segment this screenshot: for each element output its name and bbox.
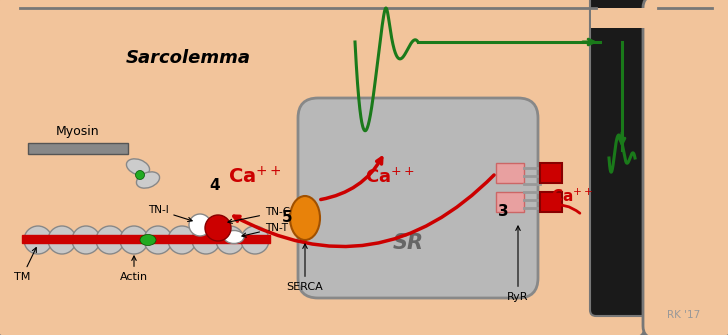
Ellipse shape bbox=[136, 172, 159, 188]
Text: TN-I: TN-I bbox=[148, 205, 192, 221]
Circle shape bbox=[24, 226, 52, 254]
FancyBboxPatch shape bbox=[298, 98, 538, 298]
Bar bbox=[496, 192, 524, 212]
Circle shape bbox=[168, 226, 196, 254]
Text: TM: TM bbox=[14, 248, 36, 282]
Circle shape bbox=[189, 214, 211, 236]
Ellipse shape bbox=[127, 159, 149, 175]
Text: Ca$^{++}$: Ca$^{++}$ bbox=[365, 168, 415, 187]
FancyBboxPatch shape bbox=[0, 0, 645, 335]
Text: Ca$^{++}$: Ca$^{++}$ bbox=[228, 166, 282, 188]
Text: TN-C: TN-C bbox=[228, 207, 290, 223]
Text: Myosin: Myosin bbox=[56, 125, 100, 138]
Circle shape bbox=[135, 171, 144, 180]
Bar bbox=[540, 192, 562, 212]
Bar bbox=[28, 143, 128, 154]
Circle shape bbox=[96, 226, 124, 254]
FancyBboxPatch shape bbox=[590, 0, 656, 316]
Bar bbox=[540, 163, 562, 183]
Text: Ca$^{++}$: Ca$^{++}$ bbox=[551, 187, 593, 205]
Text: TN-T: TN-T bbox=[242, 223, 288, 237]
Text: Actin: Actin bbox=[120, 256, 148, 282]
Text: RyR: RyR bbox=[507, 226, 529, 302]
Bar bbox=[22, 235, 270, 243]
Text: Sarcolemma: Sarcolemma bbox=[125, 49, 250, 67]
Bar bbox=[496, 163, 524, 183]
Circle shape bbox=[120, 226, 148, 254]
Circle shape bbox=[241, 226, 269, 254]
Text: 5: 5 bbox=[282, 210, 293, 225]
Ellipse shape bbox=[224, 230, 244, 244]
Text: 3: 3 bbox=[498, 204, 508, 219]
Circle shape bbox=[216, 226, 244, 254]
Text: 4: 4 bbox=[210, 178, 221, 193]
Bar bbox=[591, 8, 720, 28]
FancyBboxPatch shape bbox=[643, 0, 728, 335]
Text: SR: SR bbox=[392, 233, 424, 253]
Text: SERCA: SERCA bbox=[287, 244, 323, 292]
Ellipse shape bbox=[290, 196, 320, 240]
Ellipse shape bbox=[140, 234, 156, 246]
Circle shape bbox=[72, 226, 100, 254]
Circle shape bbox=[48, 226, 76, 254]
Circle shape bbox=[144, 226, 172, 254]
Circle shape bbox=[192, 226, 220, 254]
Text: RK '17: RK '17 bbox=[667, 310, 700, 320]
Circle shape bbox=[205, 215, 231, 241]
